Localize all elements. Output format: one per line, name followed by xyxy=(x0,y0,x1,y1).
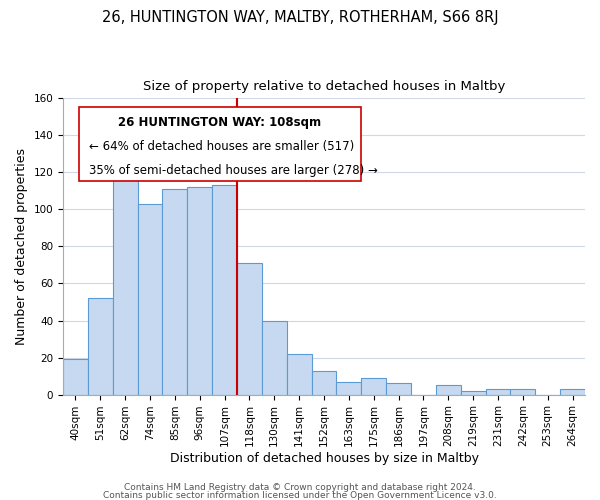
Bar xyxy=(163,189,187,394)
Bar xyxy=(436,386,461,394)
Text: Contains public sector information licensed under the Open Government Licence v3: Contains public sector information licen… xyxy=(103,491,497,500)
Bar xyxy=(287,354,311,395)
Bar xyxy=(113,168,137,394)
Bar xyxy=(560,389,585,394)
Text: Contains HM Land Registry data © Crown copyright and database right 2024.: Contains HM Land Registry data © Crown c… xyxy=(124,484,476,492)
Bar xyxy=(485,389,511,394)
Bar xyxy=(137,204,163,394)
Bar xyxy=(461,391,485,394)
Bar xyxy=(262,320,287,394)
Bar xyxy=(212,186,237,394)
Bar xyxy=(237,263,262,394)
Bar xyxy=(311,370,337,394)
Text: ← 64% of detached houses are smaller (517): ← 64% of detached houses are smaller (51… xyxy=(89,140,355,153)
Title: Size of property relative to detached houses in Maltby: Size of property relative to detached ho… xyxy=(143,80,505,93)
Bar xyxy=(361,378,386,394)
Bar xyxy=(187,187,212,394)
Bar xyxy=(63,360,88,394)
Bar xyxy=(88,298,113,394)
Text: 35% of semi-detached houses are larger (278) →: 35% of semi-detached houses are larger (… xyxy=(89,164,378,176)
Text: 26, HUNTINGTON WAY, MALTBY, ROTHERHAM, S66 8RJ: 26, HUNTINGTON WAY, MALTBY, ROTHERHAM, S… xyxy=(101,10,499,25)
FancyBboxPatch shape xyxy=(79,107,361,182)
X-axis label: Distribution of detached houses by size in Maltby: Distribution of detached houses by size … xyxy=(170,452,479,465)
Bar xyxy=(337,382,361,394)
Bar xyxy=(511,389,535,394)
Y-axis label: Number of detached properties: Number of detached properties xyxy=(15,148,28,345)
Bar xyxy=(386,384,411,394)
Text: 26 HUNTINGTON WAY: 108sqm: 26 HUNTINGTON WAY: 108sqm xyxy=(118,116,321,129)
